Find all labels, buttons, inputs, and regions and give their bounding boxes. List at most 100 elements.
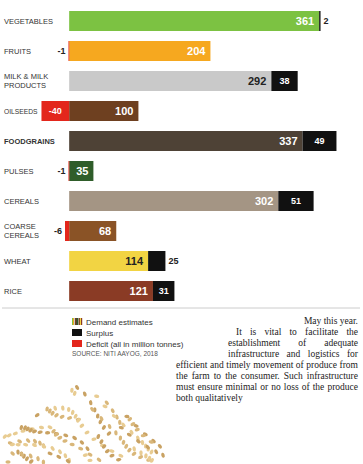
- grain: [57, 449, 62, 455]
- grain: [61, 405, 65, 411]
- bar-segment: [148, 251, 165, 271]
- grain: [65, 458, 71, 464]
- legend-swatch: [78, 318, 79, 325]
- legend-swatch: [73, 318, 74, 325]
- bar-segment: [69, 11, 319, 31]
- grain: [10, 451, 16, 457]
- axis-line: [2, 308, 360, 309]
- grain: [116, 458, 122, 462]
- bar-segment: [69, 221, 116, 241]
- grain: [67, 407, 71, 412]
- data-label: 204: [187, 45, 206, 57]
- grain: [63, 453, 68, 459]
- grain: [47, 425, 53, 430]
- legend-label: Deficit (all in million tonnes): [86, 340, 184, 349]
- grain: [28, 458, 34, 464]
- grain: [56, 454, 62, 460]
- category-line: PULSES: [4, 167, 34, 176]
- data-label: -1: [57, 166, 65, 176]
- grain: [75, 417, 81, 423]
- grain: [87, 459, 92, 463]
- data-label: 2: [324, 16, 329, 26]
- grain: [99, 439, 105, 445]
- legend-swatch: [81, 318, 82, 325]
- grain: [36, 456, 40, 462]
- bar-segment: [65, 221, 69, 241]
- grain: [94, 394, 100, 398]
- category-label: PULSES: [4, 167, 34, 176]
- grain: [135, 438, 141, 444]
- grain: [50, 428, 56, 434]
- grain: [82, 391, 87, 397]
- grain: [124, 415, 129, 419]
- grain: [41, 443, 47, 449]
- legend-swatch: [77, 318, 78, 325]
- grain: [109, 453, 115, 458]
- grain: [104, 448, 110, 454]
- grain: [37, 430, 43, 435]
- grain: [96, 433, 101, 439]
- bars: [41, 11, 336, 301]
- legend-swatch: [75, 318, 76, 325]
- category-line: WHEAT: [4, 257, 31, 266]
- grain: [96, 457, 102, 463]
- data-label: 292: [248, 75, 266, 87]
- grain: [140, 440, 144, 446]
- grain: [102, 404, 108, 409]
- grain: [22, 425, 27, 431]
- article-paragraph: It is vital to facilitate the establishm…: [176, 327, 358, 404]
- category-line: CEREALS: [4, 231, 39, 240]
- data-label: -40: [49, 106, 62, 116]
- grain: [2, 434, 8, 440]
- grain: [107, 424, 112, 430]
- article: May this year.It is vital to facilitate …: [176, 316, 358, 404]
- bar-segment: [69, 41, 210, 61]
- bar-segment: [271, 71, 297, 91]
- legend-label: Surplus: [86, 329, 113, 338]
- bar-segment: [69, 281, 153, 301]
- grain: [89, 400, 93, 406]
- grain: [71, 435, 77, 441]
- grain: [153, 449, 158, 455]
- data-label: 31: [159, 286, 169, 296]
- grain: [45, 406, 49, 412]
- category-line: MILK & MILK: [4, 72, 48, 81]
- grain: [10, 442, 16, 446]
- grain: [23, 442, 29, 447]
- bar-segment: [319, 11, 320, 31]
- data-label: 38: [280, 76, 290, 86]
- data-label: 302: [255, 195, 273, 207]
- grain: [12, 431, 18, 436]
- grain: [67, 416, 73, 421]
- category-label: FRUITS: [4, 47, 31, 56]
- grain: [118, 435, 122, 441]
- grain: [91, 437, 97, 441]
- category-line: FOODGRAINS: [4, 137, 55, 146]
- grain: [62, 439, 68, 443]
- grain: [19, 425, 24, 431]
- grain: [47, 451, 53, 456]
- grain: [139, 450, 142, 455]
- grain: [63, 433, 69, 438]
- grain: [70, 387, 74, 393]
- bar-segment: [69, 161, 93, 181]
- legend-label: Demand estimates: [86, 318, 153, 327]
- category-label: MILK & MILKPRODUCTS: [4, 72, 48, 90]
- grain: [126, 432, 132, 437]
- grain: [161, 452, 166, 458]
- category-label: VEGETABLES: [4, 17, 53, 26]
- category-line: CEREALS: [4, 197, 39, 206]
- legend-swatch: [80, 318, 81, 325]
- category-line: COARSE: [4, 222, 36, 231]
- grain: [16, 449, 20, 454]
- grain: [109, 449, 115, 453]
- grain: [110, 408, 115, 414]
- grain: [5, 460, 10, 463]
- source: SOURCE: NITI AAYOG, 2018: [72, 350, 158, 357]
- grain: [28, 453, 33, 459]
- grain: [114, 430, 118, 436]
- bar-segment: [303, 131, 337, 151]
- grain: [79, 439, 85, 445]
- grain: [53, 405, 58, 411]
- category-line: FRUITS: [4, 47, 31, 56]
